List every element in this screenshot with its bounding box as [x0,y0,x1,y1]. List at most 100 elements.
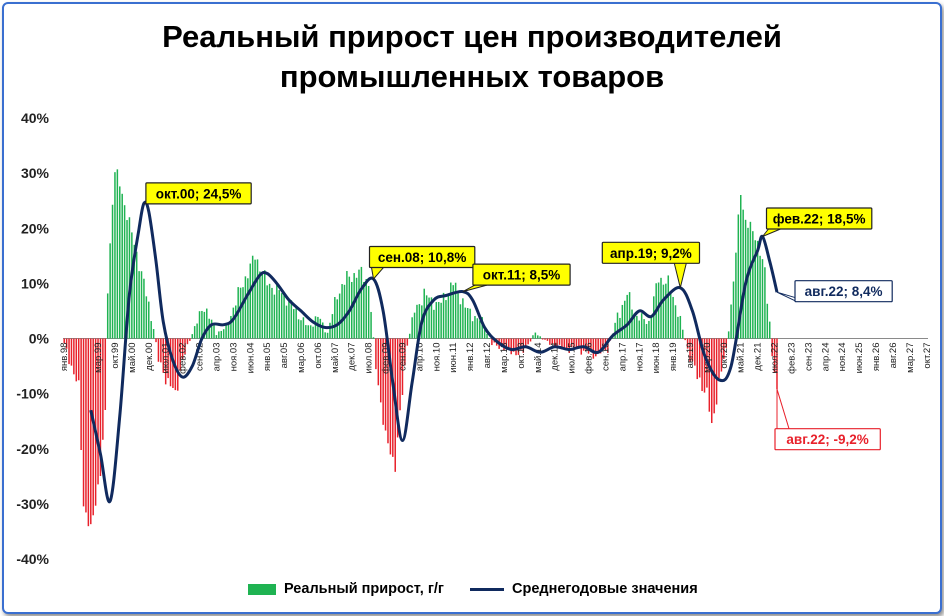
x-tick-label: ноя.17 [634,343,645,372]
bar-negative [585,338,587,351]
bar-positive [254,259,256,339]
bar-negative [715,338,718,405]
bar-positive [469,308,471,339]
bar-positive [732,281,735,339]
bar-negative [711,338,713,424]
bar-negative [491,338,493,346]
bar-positive [457,293,459,339]
bar-positive [534,332,537,339]
x-tick-label: мар.20 [702,343,713,373]
bar-positive [768,321,771,339]
x-tick-label: окт.20 [719,343,730,369]
bar-positive [198,311,201,339]
bar-positive [235,305,237,339]
bar-positive [317,316,319,339]
bar-negative [505,338,508,348]
bar-negative [68,338,70,365]
bar-negative [102,338,104,440]
bar-negative [379,338,382,403]
bar-negative [77,338,80,381]
legend-label-line: Среднегодовые значения [512,581,698,597]
bar-negative [776,338,778,390]
bar-negative [181,338,184,360]
bar-negative [573,338,575,350]
bar-positive [727,331,730,339]
bar-negative [157,338,160,362]
bar-positive [621,304,624,339]
bar-negative [73,338,75,375]
x-tick-label: ноя.24 [837,343,848,372]
bar-positive [747,227,749,339]
bar-positive [140,271,143,339]
bar-positive [293,309,295,339]
bar-positive [119,186,121,339]
x-tick-label: янв.26 [871,343,882,372]
callout-pointer [462,284,488,293]
x-tick-label: янв.19 [668,343,679,372]
bar-positive [616,312,619,339]
bar-positive [247,278,249,339]
bar-positive [295,306,297,339]
bar-positive [466,308,469,339]
bar-positive [239,287,242,339]
bar-positive [109,243,111,339]
bar-negative [82,338,85,507]
bar-negative [99,338,102,477]
bar-positive [464,307,467,339]
bar-negative [186,338,189,345]
bar-positive [251,255,254,339]
bar-negative [167,338,169,379]
bar-negative [384,338,387,431]
callout-yellow: сен.08; 10,8% [368,245,476,281]
legend-item-line: Среднегодовые значения [470,577,698,601]
bar-positive [450,282,452,339]
bar-negative [515,338,517,356]
callout-yellow: окт.00; 24,5% [143,182,252,205]
bar-negative [396,338,399,438]
bar-positive [428,297,430,339]
x-tick-label: янв.12 [465,343,476,372]
bar-positive [657,282,660,339]
bar-positive [662,284,665,339]
bar-positive [128,217,131,339]
bar-negative [575,338,578,349]
legend-item-bars: Реальный прирост, г/г [248,577,444,601]
x-tick-label: июн.18 [651,343,662,374]
bar-positive [111,204,114,339]
callout-box [765,207,873,230]
bar-positive [650,316,653,339]
bar-negative [508,338,510,348]
bar-positive [259,271,261,339]
bar-positive [273,294,276,339]
legend-swatch-bars [248,583,276,595]
bar-positive [138,271,140,339]
bar-positive [242,287,244,339]
bar-negative [602,338,604,349]
y-tick-label: -10% [16,386,49,402]
bar-positive [266,285,268,339]
y-tick-label: 30% [21,165,50,181]
bar-negative [70,338,73,366]
x-tick-label: апр.24 [820,343,831,372]
bar-negative [686,338,689,349]
bar-positive [336,299,338,339]
bar-positive [363,281,365,339]
x-tick-label: мар.27 [905,343,916,373]
bar-negative [563,338,566,349]
bar-negative [558,338,561,345]
bar-positive [256,259,259,339]
bar-negative [377,338,380,386]
bar-positive [761,259,764,339]
bar-positive [225,323,227,339]
bar-positive [283,292,285,339]
callout-pointer [673,263,687,288]
bar-negative [566,338,568,351]
bar-negative [599,338,602,354]
bar-negative [179,338,181,371]
bar-positive [148,301,150,339]
bar-negative [578,338,580,349]
bar-positive [145,296,148,339]
bar-positive [537,335,539,339]
bar-positive [486,333,488,339]
